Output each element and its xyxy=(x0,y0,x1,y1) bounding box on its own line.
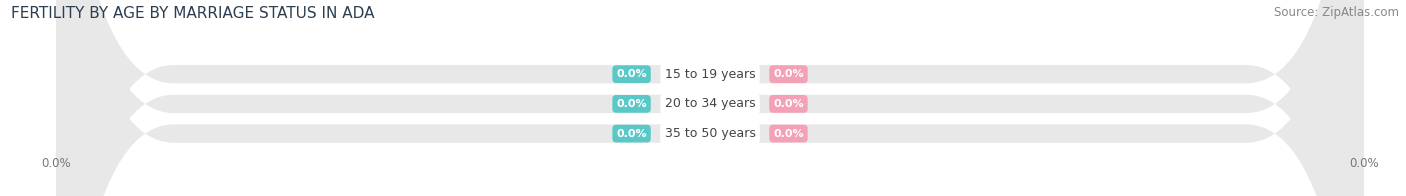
Legend: Married, Unmarried: Married, Unmarried xyxy=(624,194,796,196)
Text: 15 to 19 years: 15 to 19 years xyxy=(665,68,755,81)
Text: Source: ZipAtlas.com: Source: ZipAtlas.com xyxy=(1274,6,1399,19)
Text: 0.0%: 0.0% xyxy=(773,129,804,139)
Text: 0.0%: 0.0% xyxy=(616,99,647,109)
Text: 0.0%: 0.0% xyxy=(773,99,804,109)
Text: 35 to 50 years: 35 to 50 years xyxy=(665,127,755,140)
FancyBboxPatch shape xyxy=(56,0,1364,196)
Text: 0.0%: 0.0% xyxy=(616,129,647,139)
Text: 0.0%: 0.0% xyxy=(616,69,647,79)
Text: FERTILITY BY AGE BY MARRIAGE STATUS IN ADA: FERTILITY BY AGE BY MARRIAGE STATUS IN A… xyxy=(11,6,375,21)
Text: 0.0%: 0.0% xyxy=(773,69,804,79)
FancyBboxPatch shape xyxy=(56,0,1364,196)
Text: 20 to 34 years: 20 to 34 years xyxy=(665,97,755,110)
FancyBboxPatch shape xyxy=(56,0,1364,196)
